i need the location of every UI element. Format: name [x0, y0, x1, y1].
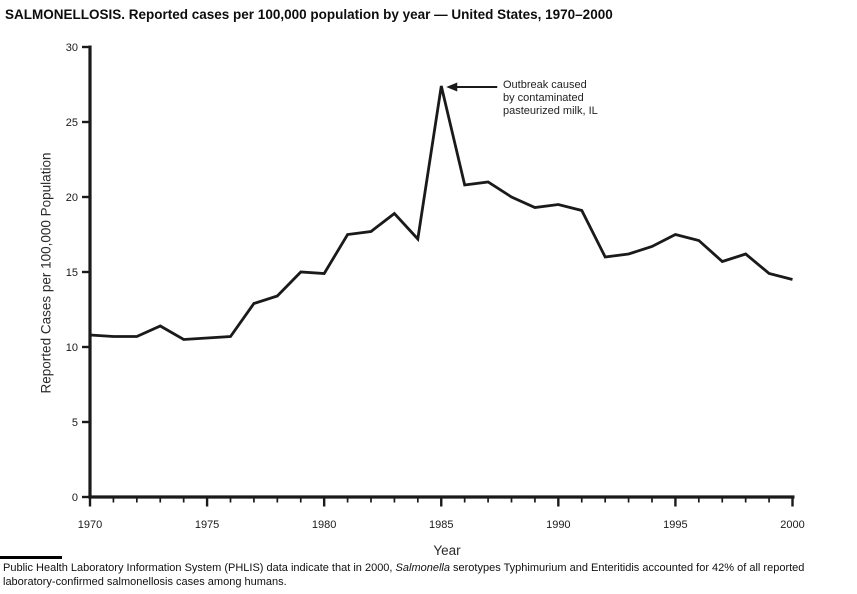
footnote: Public Health Laboratory Information Sys…	[3, 561, 852, 589]
outbreak-annotation: Outbreak caused by contaminated pasteuri…	[503, 79, 598, 118]
y-tick-label: 5	[72, 417, 78, 429]
y-tick-label: 30	[66, 42, 78, 54]
footnote-text-start: Public Health Laboratory Information Sys…	[3, 562, 396, 574]
x-tick-label: 1975	[195, 519, 219, 531]
x-axis-title: Year	[433, 543, 461, 558]
y-tick-label: 25	[66, 117, 78, 129]
y-tick-label: 0	[72, 492, 78, 504]
annotation-arrowhead	[446, 82, 458, 92]
annotation-line-1: Outbreak caused	[503, 79, 587, 91]
x-tick-label: 2000	[780, 519, 804, 531]
x-tick-label: 1970	[78, 519, 102, 531]
annotation-line-2: by contaminated	[503, 92, 584, 104]
x-tick-label: 1995	[663, 519, 687, 531]
x-tick-label: 1985	[429, 519, 453, 531]
data-line	[89, 85, 793, 341]
footnote-divider	[0, 556, 62, 559]
x-tick-label: 1990	[546, 519, 570, 531]
footnote-italic-term: Salmonella	[395, 562, 450, 574]
y-axis-title: Reported Cases per 100,000 Population	[38, 152, 54, 394]
annotation-line-3: pasteurized milk, IL	[503, 105, 598, 117]
y-tick-label: 20	[66, 192, 78, 204]
footnote-text-end: serotypes Typhimurium and Enteritidis ac…	[3, 562, 805, 588]
y-tick-label: 15	[66, 267, 78, 279]
x-tick-label: 1980	[312, 519, 336, 531]
figure-title: SALMONELLOSIS. Reported cases per 100,00…	[5, 7, 613, 22]
y-tick-label: 10	[66, 342, 78, 354]
